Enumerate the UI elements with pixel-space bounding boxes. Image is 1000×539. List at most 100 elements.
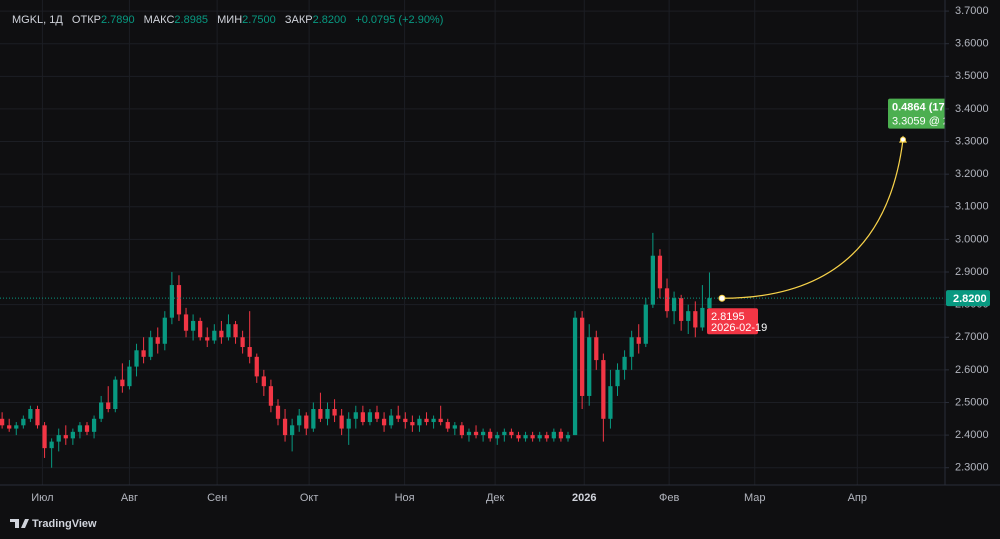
target-label-box — [888, 98, 945, 129]
candle-body — [226, 324, 231, 338]
candle-body — [162, 317, 167, 344]
candle-body — [339, 415, 344, 429]
candle-body — [325, 409, 330, 419]
start-price-label: 2.8195 — [711, 311, 745, 323]
candle-body — [77, 425, 83, 432]
candle-body — [565, 435, 571, 439]
candle-body — [650, 255, 655, 305]
candle-body — [657, 255, 663, 289]
candle-body — [56, 435, 61, 442]
candle-body — [106, 402, 111, 410]
candle-body — [290, 425, 295, 436]
candle-body — [212, 330, 217, 341]
candle-body — [360, 412, 365, 423]
y-tick-label: 3.1000 — [955, 201, 989, 213]
projection-target: 3.3059 @ 202 — [892, 116, 961, 128]
candle-body — [282, 418, 288, 436]
y-tick-label: 3.4000 — [955, 103, 989, 115]
projection-start — [718, 294, 726, 302]
header-label: ОТКР — [72, 14, 101, 26]
candle-body — [332, 409, 337, 416]
header-value: 2.7890 — [101, 14, 135, 26]
x-tick-label: Дек — [486, 492, 505, 504]
x-tick-label: Мар — [744, 492, 766, 504]
candle-body — [601, 360, 606, 419]
candle-body — [169, 285, 175, 318]
candle-body — [572, 317, 578, 436]
candle-body — [183, 314, 189, 331]
candle-body — [35, 409, 40, 426]
candle-body — [198, 320, 203, 338]
candle-body — [205, 337, 210, 341]
candle-body — [417, 418, 422, 426]
candle-body — [495, 435, 500, 439]
candle-body — [63, 435, 68, 439]
candle-body — [113, 379, 118, 410]
candle-body — [693, 311, 698, 328]
candle-body — [551, 431, 556, 439]
candle-body — [643, 304, 648, 344]
y-tick-label: 2.6000 — [955, 364, 989, 376]
candle-body — [707, 298, 712, 309]
candle-body — [700, 307, 705, 328]
candle-body — [516, 435, 521, 439]
candle-body — [537, 435, 542, 439]
legend-header: MGKL, 1Д ОТКР2.7890 МАКС2.8985 МИН2.7500… — [12, 14, 443, 26]
candle-body — [261, 376, 266, 387]
candle-body — [671, 298, 677, 312]
candle-body — [530, 435, 535, 439]
x-tick-label: 2026 — [572, 492, 596, 504]
candle-body — [304, 415, 309, 429]
candle-body — [21, 418, 26, 426]
y-tick-label: 3.2000 — [955, 168, 989, 180]
candle-body — [629, 337, 634, 357]
candle-body — [686, 311, 691, 321]
candle-body — [42, 425, 47, 449]
candle-body — [594, 337, 599, 361]
candle-body — [275, 405, 281, 419]
brand-name: TradingView — [32, 518, 97, 530]
candle-body — [410, 422, 415, 426]
candle-body — [580, 317, 585, 396]
candle-body — [459, 425, 465, 436]
candle-body — [7, 425, 12, 429]
candle-body — [403, 418, 408, 423]
x-tick-label: Авг — [121, 492, 138, 504]
candle-body — [297, 415, 302, 426]
candle-body — [176, 285, 182, 315]
header-value: 2.8985 — [174, 14, 208, 26]
candle-body — [480, 431, 486, 436]
candle-body — [424, 418, 429, 423]
candle-body — [374, 412, 380, 419]
last-price-label: 2.8200 — [953, 293, 987, 305]
candle-body — [84, 425, 90, 432]
brand-logo: TradingView — [10, 518, 97, 530]
y-tick-label: 2.7000 — [955, 331, 989, 343]
candle-body — [91, 418, 97, 432]
candle-body — [247, 347, 252, 357]
header-label: ЗАКР — [285, 14, 313, 26]
x-tick-label: Сен — [207, 492, 227, 504]
candle-body — [254, 356, 259, 377]
candle-body — [502, 431, 507, 436]
candle-body — [14, 425, 19, 429]
candle-body — [346, 418, 351, 429]
axes: 2.30002.40002.50002.60002.70002.80002.90… — [31, 5, 990, 504]
candle-body — [49, 441, 54, 449]
candle-body — [587, 337, 592, 396]
change: +0.0795 (+2.90%) — [355, 14, 443, 26]
candle-body — [452, 425, 457, 429]
x-tick-label: Ноя — [395, 492, 415, 504]
candle-body — [148, 337, 153, 357]
candle-body — [268, 386, 274, 406]
start-date-label: 2026-02-19 — [711, 322, 767, 334]
y-tick-label: 2.4000 — [955, 429, 989, 441]
candle-body — [488, 431, 493, 439]
start-label-box — [707, 308, 758, 335]
candle-body — [558, 431, 564, 439]
candle-body — [0, 418, 5, 426]
candle-body — [396, 415, 401, 419]
